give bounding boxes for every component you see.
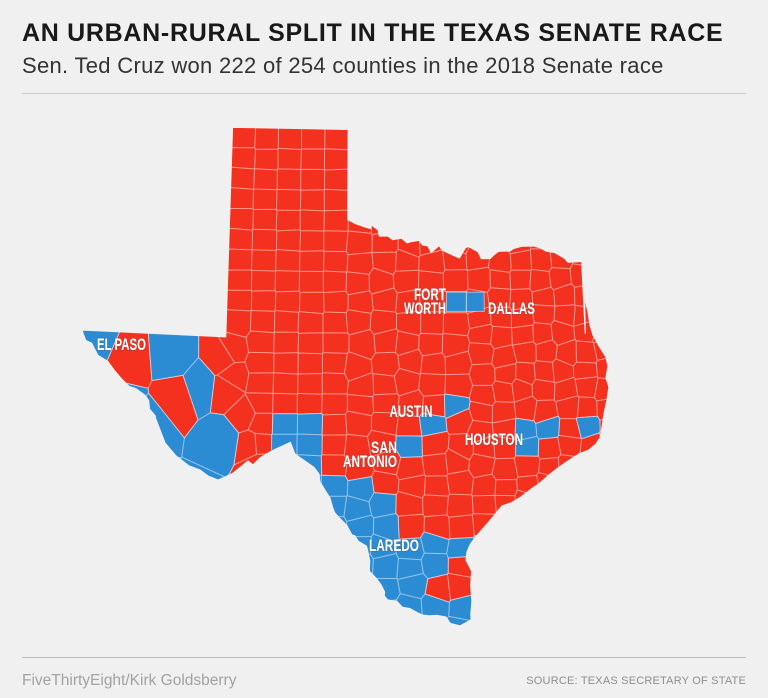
svg-text:EL PASO: EL PASO xyxy=(97,336,146,354)
svg-text:ANTONIO: ANTONIO xyxy=(343,453,397,471)
svg-text:FORT: FORT xyxy=(414,286,446,304)
svg-text:SAN: SAN xyxy=(371,439,397,457)
svg-text:AUSTIN: AUSTIN xyxy=(390,403,433,421)
svg-text:WORTH: WORTH xyxy=(404,300,446,318)
svg-text:LAREDO: LAREDO xyxy=(369,537,419,555)
svg-text:DALLAS: DALLAS xyxy=(488,300,535,318)
svg-text:HOUSTON: HOUSTON xyxy=(465,431,523,449)
